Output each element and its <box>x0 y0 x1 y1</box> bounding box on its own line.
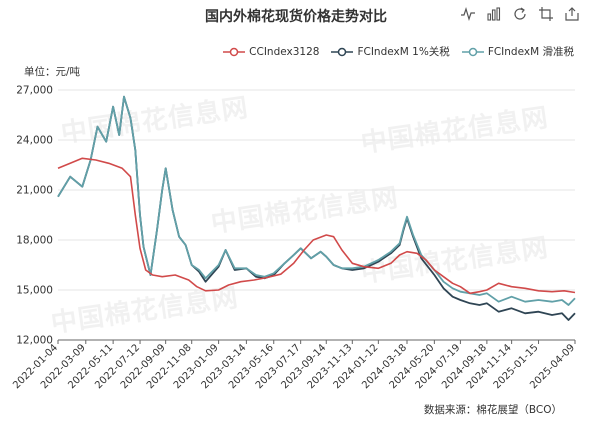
chart-toolbox <box>460 6 580 22</box>
legend-item-fcindexm-sliding[interactable]: FCIndexM 滑准税 <box>461 44 574 59</box>
legend-item-fcindexm-1pct[interactable]: FCIndexM 1%关税 <box>331 44 450 59</box>
chart-legend: CCIndex3128 FCIndexM 1%关税 FCIndexM 滑准税 <box>223 44 574 59</box>
legend-label-fcindexm-1pct: FCIndexM 1%关税 <box>357 46 450 58</box>
series-line-fcindexm-1pct <box>57 95 576 321</box>
y-axis-unit-label: 单位：元/吨 <box>24 66 81 78</box>
legend-label-fcindexm-sliding: FCIndexM 滑准税 <box>487 46 574 58</box>
crop-icon[interactable] <box>538 6 554 22</box>
y-tick-label: 27,000 <box>16 85 53 97</box>
series-line-ccindex3128 <box>57 157 576 295</box>
series-line-fcindexm-sliding <box>57 95 576 306</box>
y-tick-label: 12,000 <box>16 335 53 347</box>
line-chart-icon[interactable] <box>460 6 476 22</box>
export-icon[interactable] <box>564 6 580 22</box>
data-source: 数据来源：棉花展望（BCO） <box>423 404 562 416</box>
y-tick-label: 18,000 <box>16 235 53 247</box>
restore-icon[interactable] <box>512 6 528 22</box>
legend-label-ccindex3128: CCIndex3128 <box>249 45 320 58</box>
chart-title: 国内外棉花现货价格走势对比 <box>205 9 387 25</box>
bar-chart-icon[interactable] <box>486 6 502 22</box>
y-tick-label: 15,000 <box>16 285 53 297</box>
legend-item-ccindex3128[interactable]: CCIndex3128 <box>223 46 319 58</box>
y-tick-label: 24,000 <box>16 135 53 147</box>
y-tick-label: 21,000 <box>16 185 53 197</box>
